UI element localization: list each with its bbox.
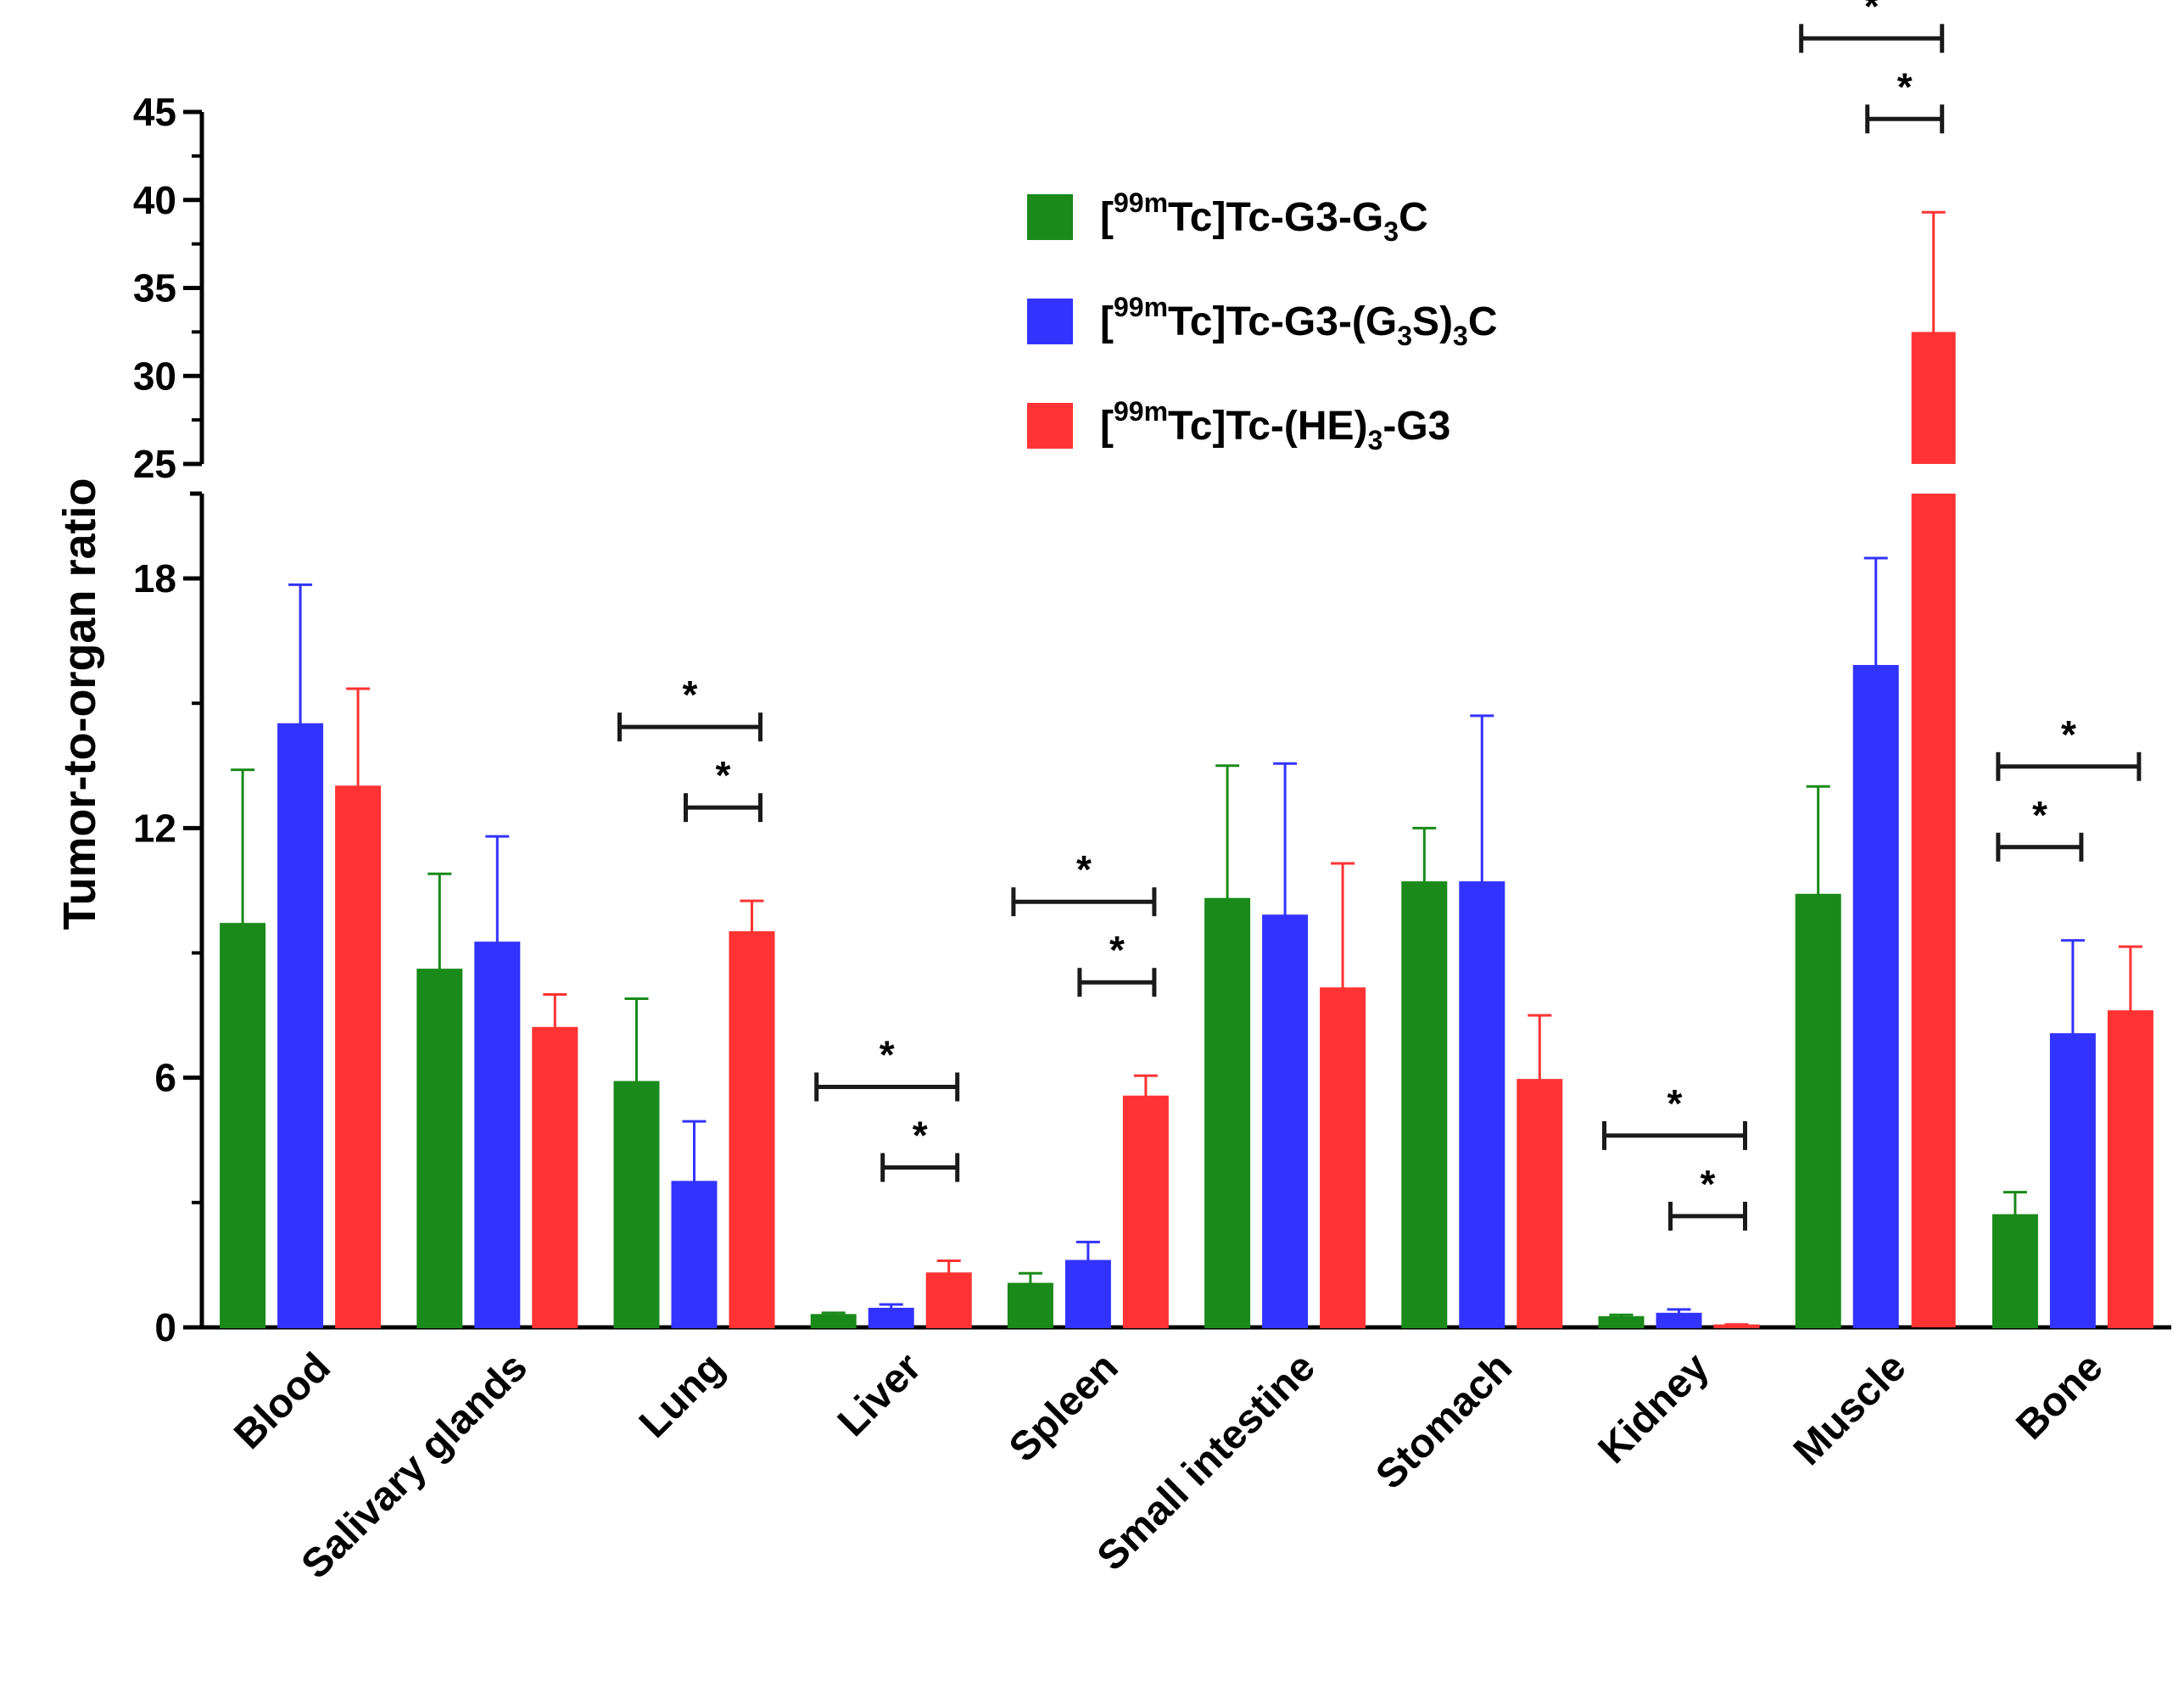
bar-lung-s1 [613, 1081, 660, 1329]
y-tick-label: 45 [133, 90, 176, 134]
y-tick-label: 6 [154, 1056, 176, 1100]
sig-star: * [1109, 928, 1125, 972]
x-tick-label: Kidney [1590, 1344, 1718, 1472]
bars [220, 332, 2153, 1329]
y-tick-label: 0 [154, 1305, 176, 1349]
sig-star: * [913, 1114, 928, 1158]
x-tick-label: Liver [829, 1344, 930, 1445]
significance-brackets: * * * * * * * * * * * * [617, 0, 2142, 1231]
bar-stomach-s1 [1401, 881, 1448, 1329]
sig-star: * [1701, 1162, 1716, 1206]
legend-label: [99mTc]Tc-G3-(G3S)3C [1100, 292, 1498, 351]
bar-muscle-s3-lower [1911, 494, 1956, 1327]
x-tick-label: Blood [226, 1344, 339, 1458]
sig-star: * [880, 1033, 895, 1077]
axes: 0 6 12 18 25 30 35 40 45 [133, 90, 2171, 1349]
sig-star: * [683, 673, 698, 717]
legend-label: [99mTc]Tc-(HE)3-G3 [1100, 396, 1450, 455]
bar-blood-s2 [277, 723, 324, 1328]
x-tick-label: Spleen [1001, 1344, 1127, 1471]
y-tick-label: 35 [133, 266, 176, 310]
y-tick-label: 18 [133, 556, 176, 600]
sig-star: * [1076, 847, 1092, 891]
y-tick-label: 30 [133, 354, 176, 398]
y-tick-label: 12 [133, 806, 176, 850]
bar-lung-s3 [729, 930, 775, 1328]
sig-star: * [2032, 793, 2047, 837]
bar-spleen-s3 [1122, 1095, 1169, 1329]
legend-swatch [1027, 299, 1073, 344]
sig-star: * [1667, 1081, 1683, 1125]
x-tick-label: Bone [2008, 1344, 2111, 1448]
sig-star: * [1864, 0, 1880, 28]
x-tick-label: Muscle [1785, 1344, 1915, 1474]
bar-blood-s3 [335, 785, 382, 1328]
legend-swatch [1027, 194, 1073, 240]
y-tick-label: 40 [133, 178, 176, 222]
bar-salivary-glands-s3 [532, 1026, 578, 1329]
error-bars [231, 210, 2142, 1328]
y-tick-label: 25 [133, 442, 176, 486]
x-tick-label: Small intestine [1089, 1344, 1324, 1579]
legend-swatch [1027, 403, 1073, 449]
legend: [99mTc]Tc-G3-G3C [99mTc]Tc-G3-(G3S)3C [99m… [1027, 187, 1498, 455]
x-tick-label: Stomach [1367, 1344, 1521, 1498]
sig-star: * [1897, 64, 1913, 109]
sig-star: * [2061, 712, 2076, 757]
sig-star: * [716, 753, 731, 797]
y-axis-label: Tumor-to-organ ratio [54, 478, 105, 930]
x-tick-label: Lung [631, 1344, 733, 1446]
legend-label: [99mTc]Tc-G3-G3C [1100, 187, 1428, 247]
